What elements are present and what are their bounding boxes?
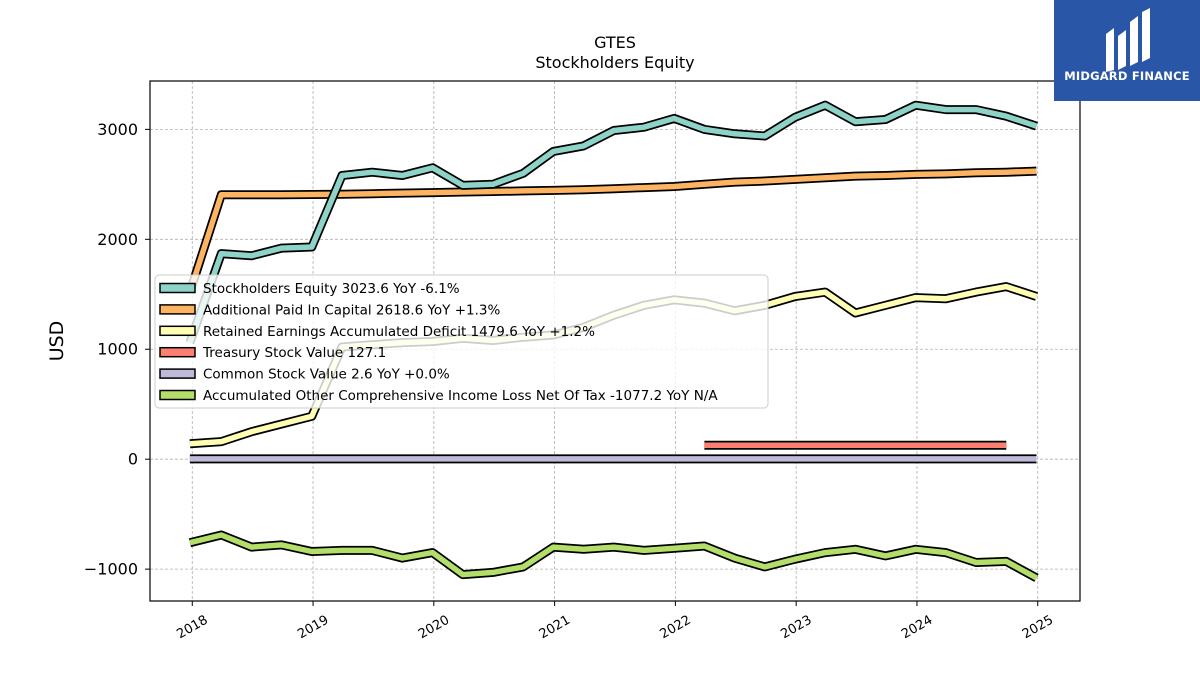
series-line xyxy=(187,102,1038,344)
x-tick-label: 2023 xyxy=(778,613,814,643)
legend-entry: Additional Paid In Capital 2618.6 YoY +1… xyxy=(203,302,500,318)
plot-frame xyxy=(149,80,1081,602)
x-tick-label: 2024 xyxy=(899,613,935,643)
x-tick-label: 2019 xyxy=(295,613,331,643)
legend-entry: Accumulated Other Comprehensive Income L… xyxy=(203,388,718,404)
x-tick-label: 2018 xyxy=(174,613,210,643)
legend-swatch xyxy=(159,304,196,315)
x-tick-label: 2025 xyxy=(1020,613,1056,643)
legend-box xyxy=(154,274,769,409)
y-tick-label: 0 xyxy=(128,450,138,469)
y-tick-label: −1000 xyxy=(84,560,138,579)
y-tick-label: 2000 xyxy=(97,230,138,249)
series-line-outline xyxy=(188,530,1039,582)
logo-mark-icon xyxy=(1106,8,1150,72)
legend-swatch xyxy=(159,346,196,358)
x-tick-label: 2021 xyxy=(537,613,573,643)
x-tick-label: 2020 xyxy=(416,613,452,643)
legend-swatch xyxy=(159,282,196,294)
y-axis-label: USD xyxy=(46,321,68,362)
x-axis: 2018 2019 2020 2021 2022 2023 2024 2025 xyxy=(174,601,1056,642)
legend-entry: Stockholders Equity 3023.6 YoY -6.1% xyxy=(203,281,460,297)
y-tick-label: 3000 xyxy=(97,120,138,139)
chart-subtitle: Stockholders Equity xyxy=(535,53,694,72)
series-line xyxy=(189,532,1038,581)
y-axis: −1000 0 1000 2000 3000 xyxy=(84,120,150,579)
brand-name: MIDGARD FINANCE xyxy=(1064,69,1190,83)
legend-entry: Treasury Stock Value 127.1 xyxy=(202,345,386,361)
legend: Stockholders Equity 3023.6 YoY -6.1% Addi… xyxy=(154,274,769,409)
legend-entry: Common Stock Value 2.6 YoY +0.0% xyxy=(203,367,450,383)
x-tick-label: 2022 xyxy=(658,613,694,643)
y-tick-label: 1000 xyxy=(97,340,138,359)
legend-entry: Retained Earnings Accumulated Deficit 14… xyxy=(203,324,595,340)
legend-swatch xyxy=(159,368,196,379)
chart-title: GTES xyxy=(594,33,636,52)
legend-swatch xyxy=(159,325,196,337)
legend-swatch xyxy=(159,389,196,401)
brand-logo: MIDGARD FINANCE xyxy=(1054,0,1200,101)
